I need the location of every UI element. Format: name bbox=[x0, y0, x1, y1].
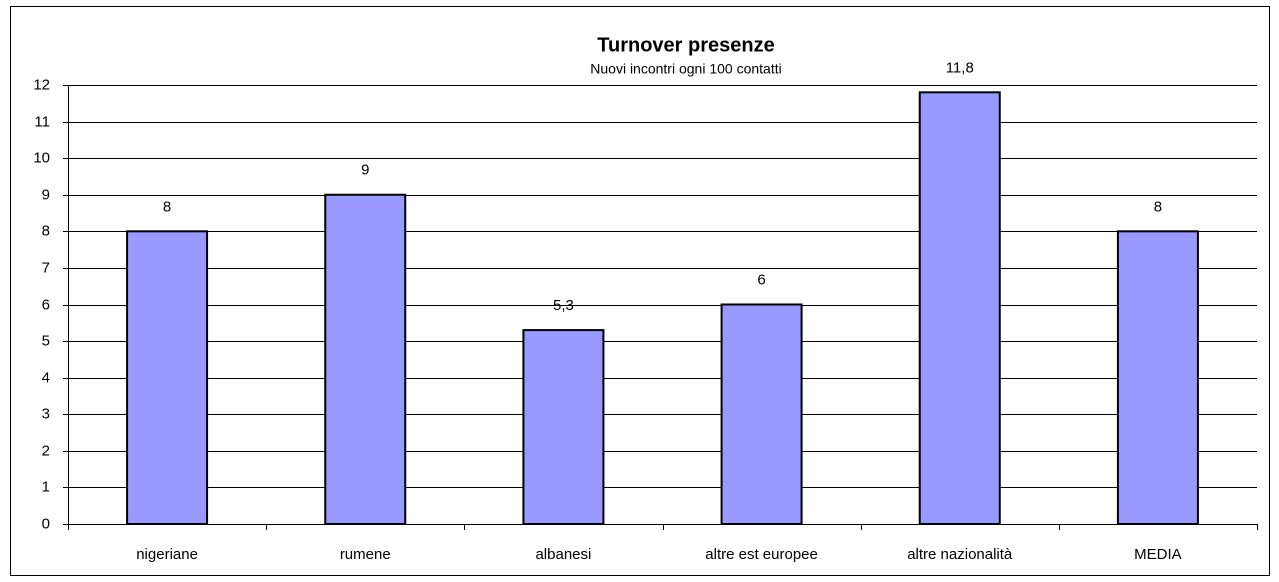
x-tick-label: rumene bbox=[340, 546, 391, 563]
x-tick-label: altre nazionalità bbox=[907, 546, 1013, 563]
y-tick-label: 0 bbox=[42, 515, 50, 532]
y-tick-label: 7 bbox=[42, 259, 50, 276]
y-tick-label: 3 bbox=[42, 405, 50, 422]
y-tick-label: 6 bbox=[42, 296, 50, 313]
y-tick-label: 5 bbox=[42, 332, 50, 349]
chart-subtitle: Nuovi incontri ogni 100 contatti bbox=[590, 61, 781, 77]
bar bbox=[720, 303, 803, 525]
x-tick-label: altre est europee bbox=[705, 546, 818, 563]
y-tick-label: 9 bbox=[42, 186, 50, 203]
x-tick-label: MEDIA bbox=[1134, 546, 1182, 563]
value-label: 8 bbox=[1154, 198, 1162, 215]
x-tick-label: albanesi bbox=[535, 546, 591, 563]
bar bbox=[324, 193, 407, 525]
chart-title: Turnover presenze bbox=[597, 34, 774, 56]
x-tick-label: nigeriane bbox=[136, 546, 198, 563]
value-label: 5,3 bbox=[553, 297, 574, 314]
y-tick-label: 11 bbox=[34, 113, 50, 130]
bar bbox=[126, 230, 209, 525]
y-tick-label: 10 bbox=[33, 149, 50, 166]
y-tick-label: 8 bbox=[42, 222, 50, 239]
value-label: 8 bbox=[163, 198, 171, 215]
bar bbox=[1116, 230, 1199, 525]
value-label: 6 bbox=[757, 271, 765, 288]
y-tick-label: 4 bbox=[42, 369, 50, 386]
bar bbox=[918, 91, 1001, 525]
y-tick-label: 2 bbox=[42, 442, 50, 459]
y-tick-label: 1 bbox=[42, 478, 50, 495]
value-label: 11,8 bbox=[946, 59, 974, 76]
y-tick-label: 12 bbox=[33, 76, 50, 93]
bar bbox=[522, 329, 605, 525]
value-label: 9 bbox=[361, 162, 369, 179]
chart-frame bbox=[10, 6, 1270, 576]
